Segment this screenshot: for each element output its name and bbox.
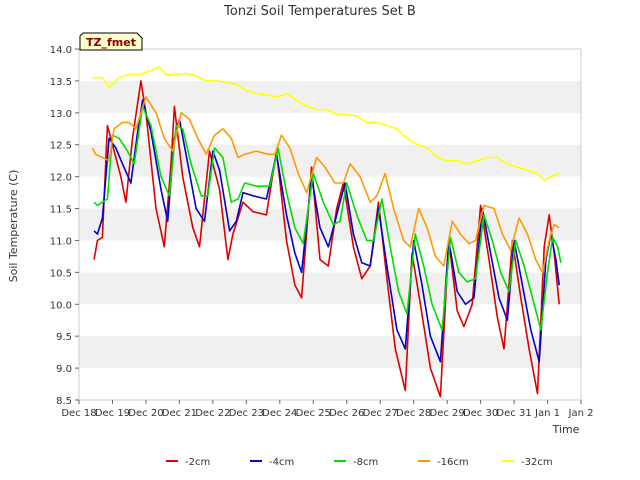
badge-label: TZ_fmet bbox=[86, 36, 136, 49]
x-tick-label: Dec 20 bbox=[128, 408, 163, 419]
site-badge: TZ_fmet bbox=[79, 32, 143, 51]
grid-band bbox=[79, 49, 581, 81]
y-tick-label: 12.0 bbox=[50, 173, 72, 184]
x-tick-label: Dec 24 bbox=[262, 408, 297, 419]
x-tick-label: Dec 27 bbox=[363, 408, 398, 419]
x-tick-label: Jan 1 bbox=[534, 408, 560, 419]
y-axis-label: Soil Temperature (C) bbox=[7, 170, 20, 283]
grid-band bbox=[79, 112, 581, 145]
y-tick-label: 11.5 bbox=[50, 205, 72, 216]
series-line-neg2cm bbox=[93, 80, 560, 398]
badge-box bbox=[79, 32, 143, 51]
legend-label: -32cm bbox=[521, 457, 553, 468]
legend-label: -16cm bbox=[437, 457, 469, 468]
y-tick-label: 9.0 bbox=[56, 364, 72, 375]
y-axis: 8.5 9.0 9.5 10.0 10.5 11.0 11.5 12.0 12.5 13.0 13.… bbox=[50, 45, 79, 407]
legend-label: -8cm bbox=[353, 457, 378, 468]
y-tick-label: 11.0 bbox=[50, 236, 72, 247]
grid-band bbox=[79, 208, 581, 241]
y-tick-label: 13.5 bbox=[50, 77, 72, 88]
series-layer bbox=[91, 66, 562, 398]
x-tick-label: Dec 26 bbox=[329, 408, 364, 419]
x-tick-label: Dec 29 bbox=[430, 408, 465, 419]
x-tick-label: Dec 30 bbox=[463, 408, 498, 419]
y-tick-label: 8.5 bbox=[56, 396, 72, 407]
grid-band bbox=[79, 272, 581, 305]
grid-band bbox=[79, 80, 581, 113]
legend-label: -4cm bbox=[269, 457, 294, 468]
grid-band bbox=[79, 368, 581, 400]
x-tick-label: Jan 2 bbox=[568, 408, 594, 419]
x-tick-label: Dec 19 bbox=[95, 408, 130, 419]
x-tick-label: Dec 18 bbox=[61, 408, 96, 419]
plot-frame bbox=[78, 48, 582, 401]
x-tick-label: Dec 31 bbox=[496, 408, 531, 419]
legend: -2cm -4cm -8cm -16cm -32cm bbox=[166, 457, 553, 468]
grid-bands bbox=[79, 49, 581, 400]
chart-title: Tonzi Soil Temperatures Set B bbox=[223, 4, 416, 19]
series-line-neg32cm bbox=[92, 66, 560, 181]
legend-label: -2cm bbox=[185, 457, 210, 468]
grid-band bbox=[79, 144, 581, 177]
x-tick-label: Dec 22 bbox=[195, 408, 230, 419]
y-tick-label: 10.5 bbox=[50, 268, 72, 279]
x-tick-label: Dec 23 bbox=[229, 408, 264, 419]
series-line-neg4cm bbox=[93, 99, 560, 363]
y-tick-label: 13.0 bbox=[50, 109, 72, 120]
x-tick-label: Dec 25 bbox=[296, 408, 331, 419]
series-line-neg8cm bbox=[93, 105, 562, 331]
x-tick-label: Dec 21 bbox=[162, 408, 197, 419]
series-line-neg16cm bbox=[91, 96, 560, 274]
x-tick-label: Dec 28 bbox=[396, 408, 431, 419]
grid-band bbox=[79, 336, 581, 369]
x-axis-label: Time bbox=[552, 423, 580, 436]
y-tick-label: 14.0 bbox=[50, 45, 72, 56]
y-tick-label: 9.5 bbox=[56, 332, 72, 343]
y-tick-label: 10.0 bbox=[50, 300, 72, 311]
y-tick-label: 12.5 bbox=[50, 141, 72, 152]
